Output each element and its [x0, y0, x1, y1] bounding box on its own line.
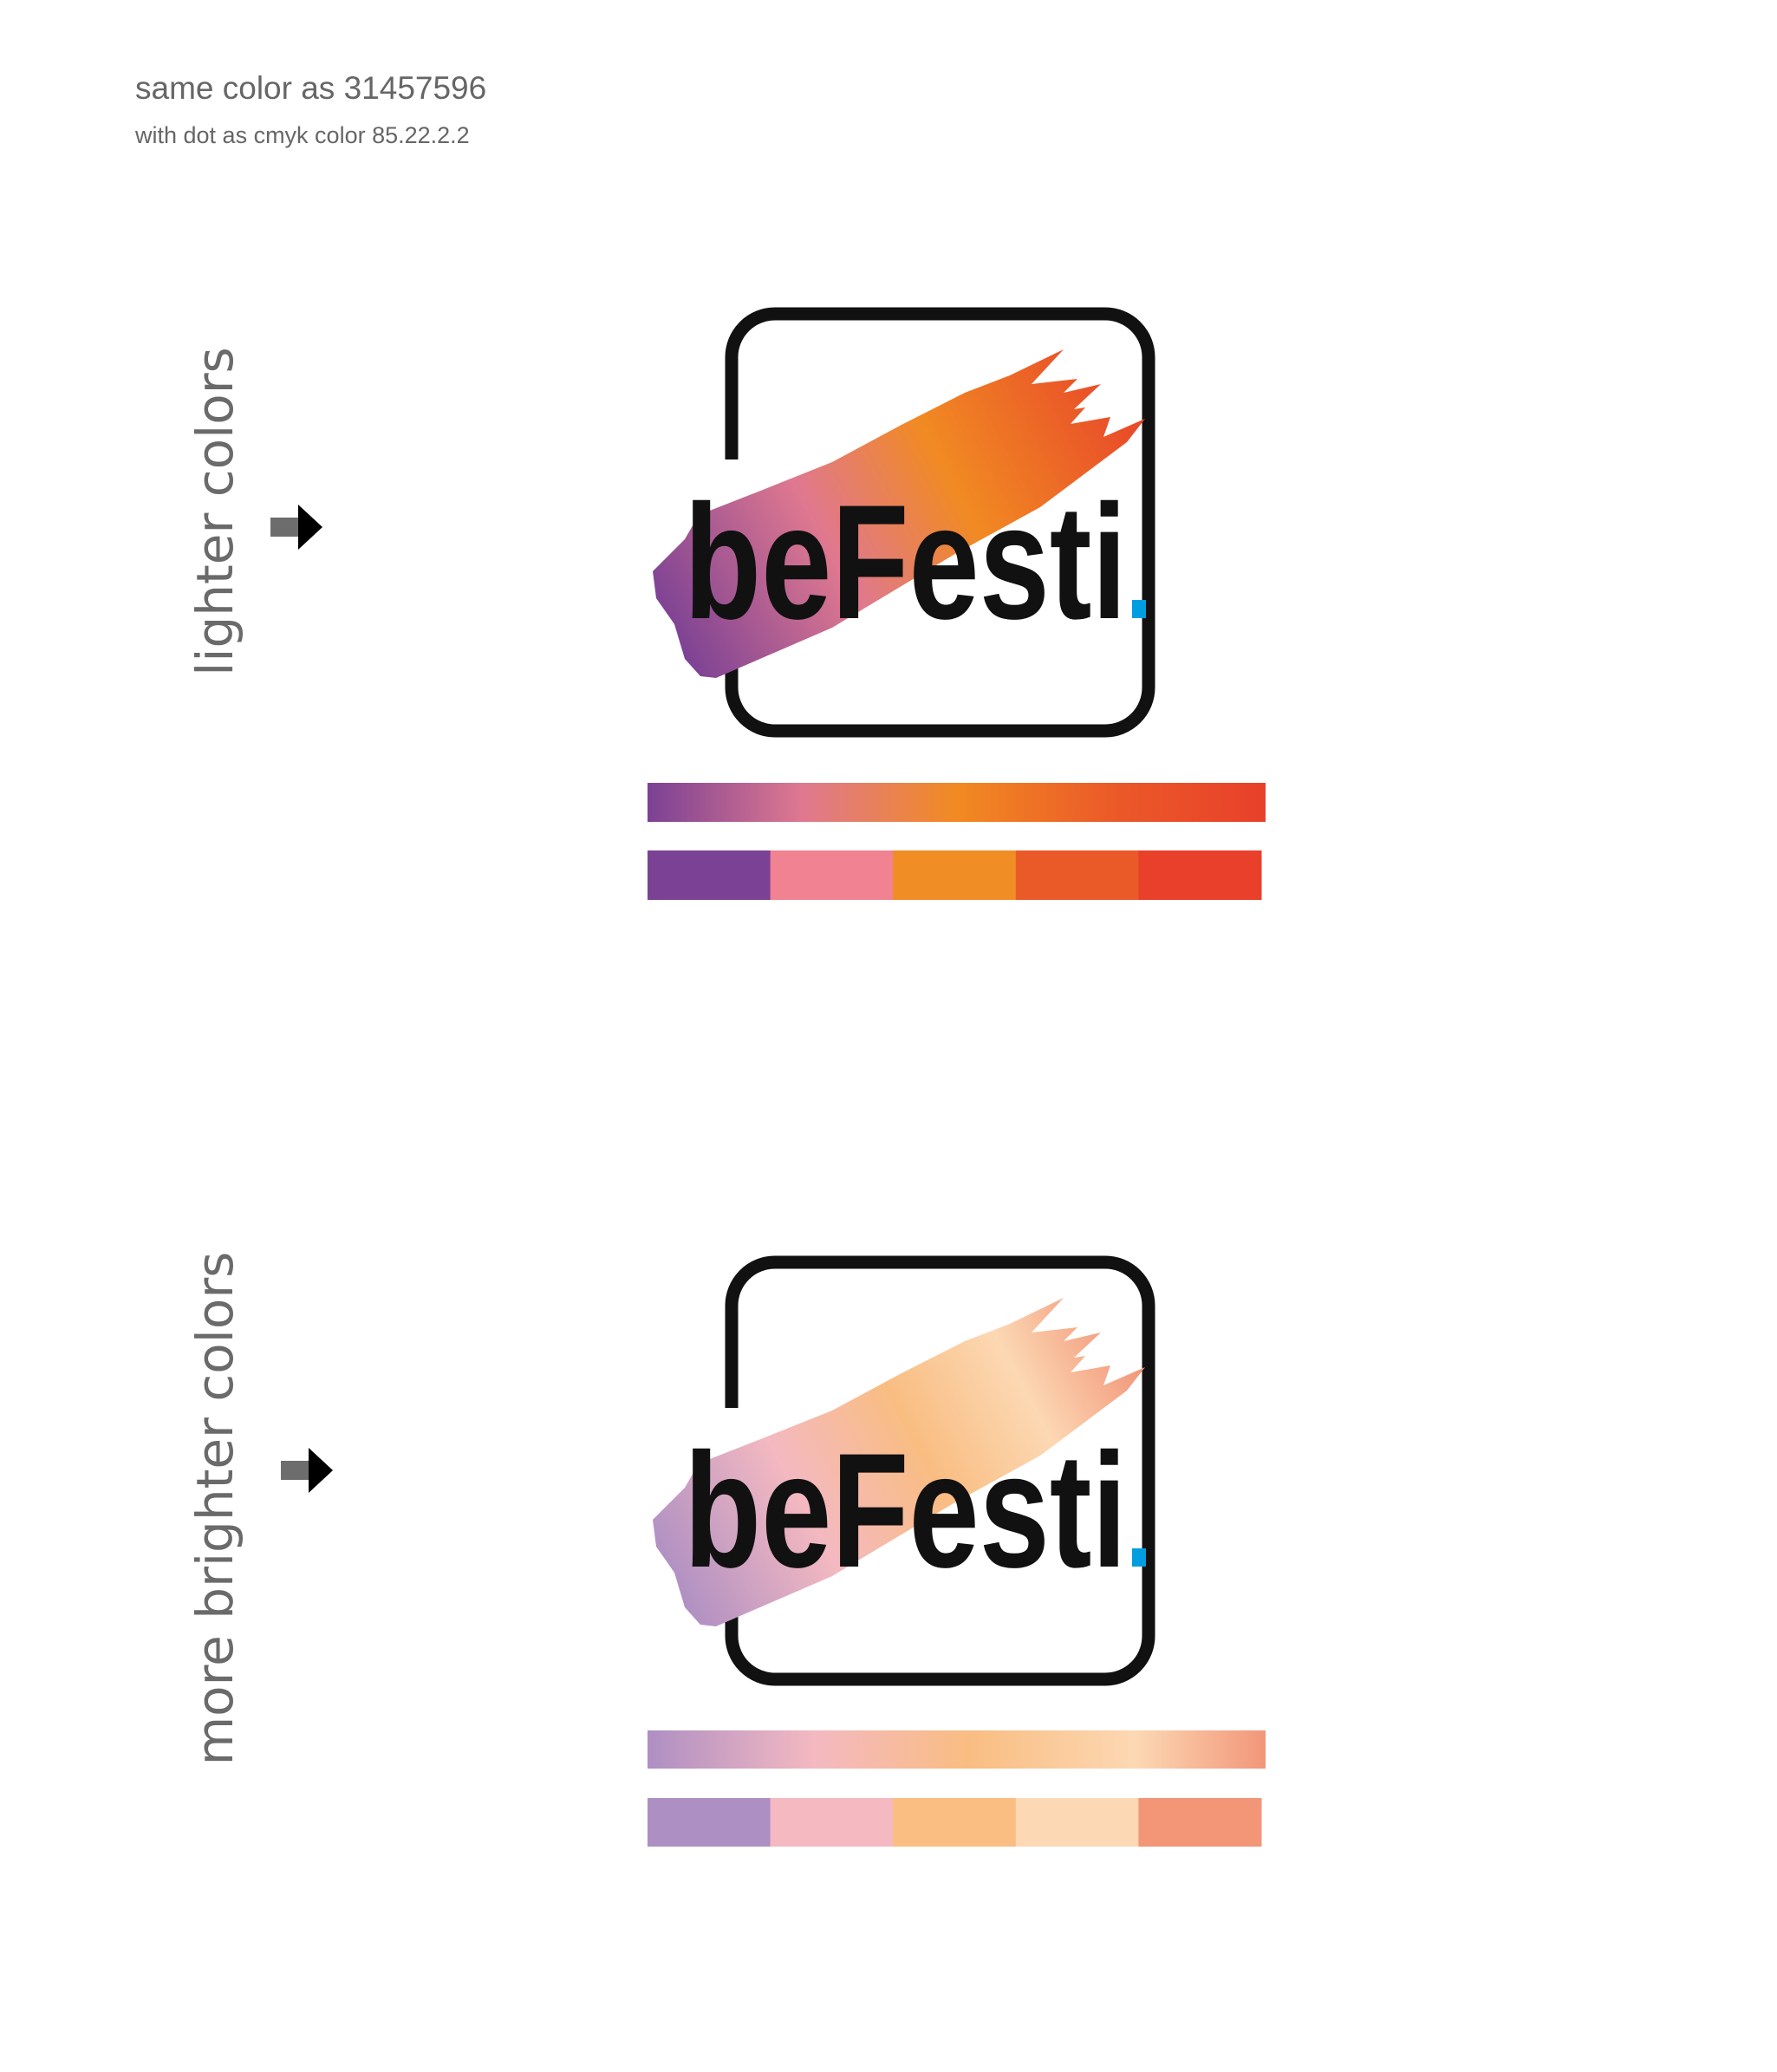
logo: beFesti	[653, 307, 1155, 738]
color-swatch	[893, 1798, 1017, 1847]
brush-stroke	[653, 1298, 1145, 1626]
gradient-bar	[648, 1730, 1266, 1769]
brush-stroke	[653, 349, 1145, 678]
color-swatch	[648, 1798, 771, 1847]
arrow-right-icon	[270, 505, 322, 550]
logo: beFesti	[653, 1255, 1155, 1686]
swatch-row	[648, 1798, 1262, 1847]
color-swatch	[1138, 1798, 1262, 1847]
variant-label: lighter colors	[186, 347, 244, 676]
color-swatch	[1138, 850, 1262, 900]
color-swatch	[770, 1798, 894, 1847]
color-swatch	[1015, 1798, 1139, 1847]
arrow-right-icon	[281, 1448, 333, 1493]
swatch-row	[648, 850, 1262, 900]
color-swatch	[893, 850, 1017, 900]
gradient-bar	[648, 783, 1266, 822]
logo-wordmark: beFesti	[684, 1419, 1127, 1601]
logo-dot	[1132, 1548, 1146, 1567]
variant-label: more brighter colors	[186, 1252, 244, 1766]
logo-dot	[1132, 600, 1146, 618]
variant-brighter: more brighter colors beFesti	[186, 1252, 1266, 1847]
color-swatch	[648, 850, 771, 900]
note-title: same color as 31457596	[135, 70, 486, 106]
color-swatch	[770, 850, 894, 900]
color-swatch	[1015, 850, 1139, 900]
logo-wordmark: beFesti	[684, 471, 1127, 653]
note-subtitle: with dot as cmyk color 85.22.2.2	[134, 122, 470, 148]
variant-lighter: lighter colors beFesti	[186, 307, 1266, 900]
